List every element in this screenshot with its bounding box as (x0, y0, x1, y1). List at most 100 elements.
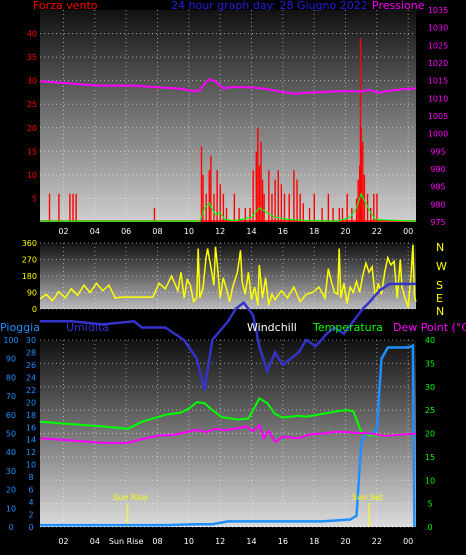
rain-tick-label: 60 (6, 411, 16, 420)
wind-tick-label: 35 (27, 53, 37, 62)
humidity-tick-label: 30 (26, 336, 36, 345)
x-tick-label: 22 (372, 537, 382, 546)
x-tick-label: 06 (121, 227, 131, 236)
wind-gust-bar (280, 184, 283, 222)
wind-gust-bar (283, 193, 286, 222)
humidity-tick-label: 6 (28, 486, 33, 495)
humidity-tick-label: 8 (28, 473, 33, 482)
wind-gust-bar (69, 193, 71, 222)
pressure-tick-label: 990 (430, 165, 445, 174)
x-tick-label: Sun Rise (109, 537, 144, 546)
wind-gust-bar (238, 207, 240, 222)
wind-gust-bar (261, 179, 264, 222)
temperature-tick-label: 30 (425, 383, 435, 392)
humidity-tick-label: 4 (28, 498, 33, 507)
wind-gust-bar (277, 170, 279, 222)
temperature-tick-label: 15 (425, 453, 435, 462)
rain-line (40, 343, 416, 528)
wind-gust-bar (48, 193, 51, 222)
temperature-tick-label: 25 (425, 406, 435, 415)
direction-tick-label: 0 (32, 305, 37, 314)
pressure-tick-label: 980 (430, 200, 445, 209)
sunset-label: Sun Set (352, 493, 383, 502)
wind-gust-bar (202, 174, 204, 222)
sunrise-label: Sun Rise (113, 493, 148, 502)
axis-ticks: 5101520253035409759809859909951000100510… (3, 6, 448, 546)
wind-gust-bar (341, 207, 344, 222)
humidity-tick-label: 12 (26, 448, 36, 457)
humidity-tick-label: 28 (26, 348, 36, 357)
wind-gust-bar (260, 141, 262, 222)
temperature-tick-label: 5 (427, 500, 432, 509)
pressure-tick-label: 1025 (428, 41, 448, 50)
rain-tick-label: 50 (6, 430, 16, 439)
x-tick-label: 14 (246, 227, 256, 236)
wind-gust-bar (274, 179, 276, 222)
compass-w: W (436, 260, 447, 273)
wind-gust-bar (376, 193, 378, 222)
wind-gust-bar (271, 193, 273, 222)
wind-gust-bar (299, 193, 301, 222)
pressure-tick-label: 1010 (428, 94, 448, 103)
wind-gust-bar (258, 165, 261, 222)
wind-gust-bar (355, 198, 358, 222)
temperature-line (39, 397, 417, 437)
x-tick-label: 18 (309, 227, 319, 236)
wind-gust-bar (75, 193, 77, 222)
wind-gust-bar (373, 193, 375, 222)
wind-gust-bar (58, 193, 60, 222)
pressure-tick-label: 975 (430, 218, 445, 227)
humidity-tick-label: 24 (26, 373, 36, 382)
x-tick-label: 20 (340, 227, 350, 236)
wind-gust-bar (213, 193, 215, 222)
wind-gust-bars (40, 38, 416, 223)
rain-tick-label: 90 (6, 355, 16, 364)
wind-direction-line (39, 244, 417, 308)
direction-tick-label: 360 (22, 239, 37, 248)
rain-tick-label: 100 (3, 336, 18, 345)
pressure-tick-label: 1020 (428, 59, 448, 68)
pressure-tick-label: 995 (430, 147, 445, 156)
wind-gust-bar (205, 193, 207, 222)
temperature-legend: Temperatura (312, 321, 383, 334)
wind-gust-bar (288, 193, 290, 222)
x-tick-label: 08 (152, 227, 162, 236)
dewpoint-line (39, 423, 417, 444)
humidity-tick-label: 16 (26, 423, 36, 432)
rain-tick-label: 70 (6, 392, 16, 401)
x-tick-label: 16 (278, 227, 288, 236)
humidity-axis-label: Umidita (66, 321, 109, 334)
x-tick-label: 12 (215, 537, 225, 546)
x-tick-label: 10 (184, 227, 194, 236)
wind-gust-bar (359, 38, 362, 223)
wind-tick-label: 25 (27, 100, 37, 109)
wind-gust-bar (346, 193, 348, 222)
rain-tick-label: 0 (8, 523, 13, 532)
humidity-tick-label: 14 (26, 436, 36, 445)
pressure-tick-label: 1035 (428, 6, 448, 15)
wind-gust-bar (338, 207, 341, 222)
wind-gust-bar (360, 127, 362, 222)
wind-gust-bar (302, 203, 304, 222)
wind-gust-bar (225, 207, 228, 222)
humidity-tick-label: 0 (28, 523, 33, 532)
x-tick-label: 02 (58, 227, 68, 236)
wind-tick-label: 30 (27, 77, 37, 86)
x-tick-label: 00 (403, 227, 413, 236)
temperature-tick-label: 10 (425, 476, 435, 485)
pressure-tick-label: 1015 (428, 77, 448, 86)
wind-gust-bar (363, 174, 366, 222)
direction-tick-label: 90 (27, 289, 37, 298)
humidity-tick-label: 22 (26, 386, 36, 395)
chart-title: 24 hour graph day: 28 Giugno 2022 (171, 0, 368, 12)
humidity-tick-label: 20 (26, 398, 36, 407)
pressure-tick-label: 1000 (428, 130, 448, 139)
wind-gust-bar (359, 165, 361, 222)
x-tick-label: 18 (309, 537, 319, 546)
humidity-tick-label: 26 (26, 361, 36, 370)
rain-tick-label: 20 (6, 486, 16, 495)
x-tick-label: 04 (90, 227, 100, 236)
rain-tick-label: 30 (6, 467, 16, 476)
wind-gust-bar (366, 193, 369, 222)
wind-gust-bar (327, 193, 330, 222)
